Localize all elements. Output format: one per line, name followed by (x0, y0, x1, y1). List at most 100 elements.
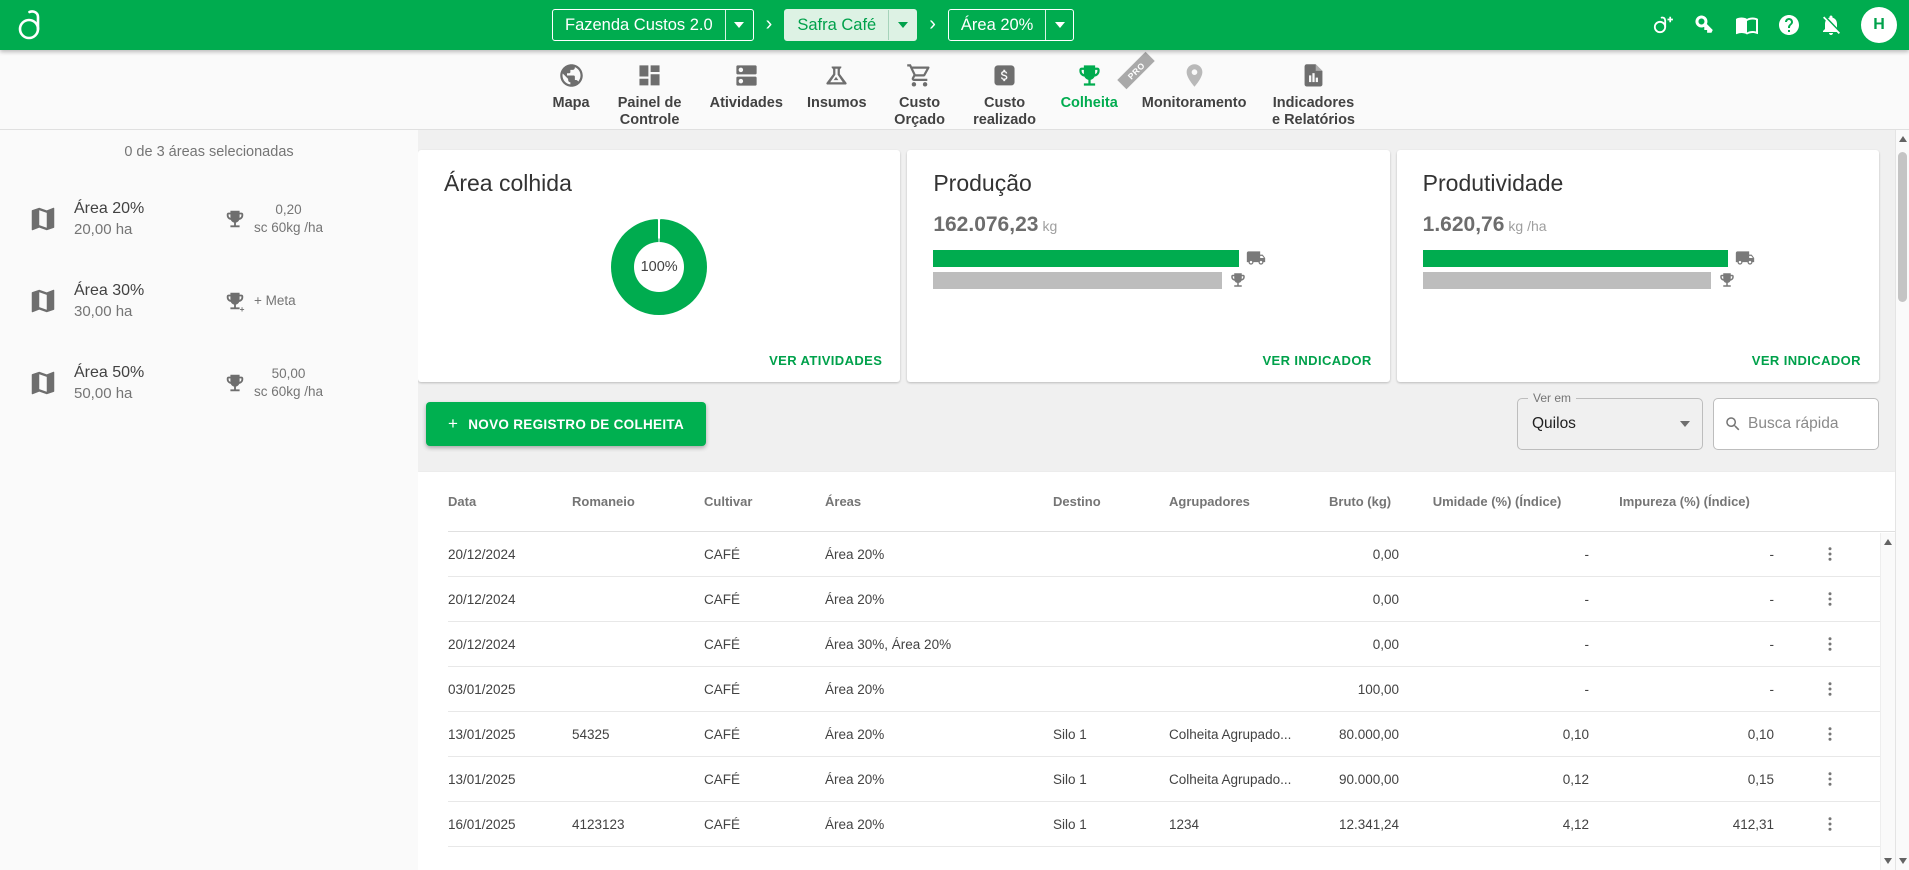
row-menu-icon[interactable] (1821, 725, 1839, 743)
appbar: Fazenda Custos 2.0 › Safra Café › Área 2… (0, 0, 1909, 50)
cell-bruto: 90.000,00 (1329, 772, 1405, 787)
avatar[interactable]: H (1861, 7, 1897, 43)
scroll-down-icon[interactable] (1884, 858, 1892, 864)
scroll-down-icon[interactable] (1899, 858, 1907, 864)
area-goal[interactable]: 50,00 sc 60kg /ha (224, 365, 323, 400)
harvest-table: Data Romaneio Cultivar Áreas Destino Agr… (418, 472, 1895, 870)
col-header-cultivar[interactable]: Cultivar (704, 494, 825, 509)
area-item[interactable]: Área 30% 30,00 ha + + Meta (0, 260, 418, 342)
nav-item-monitoramento[interactable]: PRO Monitoramento (1142, 62, 1247, 129)
scroll-up-icon[interactable] (1899, 136, 1907, 142)
nav-item-colheita[interactable]: Colheita (1061, 62, 1118, 129)
area-item[interactable]: Área 20% 20,00 ha 0,20 sc 60kg /ha (0, 178, 418, 260)
ver-atividades-link[interactable]: VER ATIVIDADES (769, 353, 882, 368)
ver-indicador-link[interactable]: VER INDICADOR (1752, 353, 1861, 368)
farm-selector[interactable]: Fazenda Custos 2.0 (552, 9, 754, 41)
farm-selector-caret[interactable] (725, 10, 753, 40)
cell-agrupadores: 1234 (1169, 817, 1329, 832)
cell-bruto: 0,00 (1329, 637, 1405, 652)
area-name: Área 30% (74, 282, 224, 300)
main-content: Área colhida 100% VER ATIVIDADES Produçã… (418, 130, 1909, 870)
cell-cultivar: CAFÉ (704, 547, 825, 562)
nav-item-custo-orcado[interactable]: Custo Orçado (891, 62, 949, 129)
season-selector-label: Safra Café (785, 16, 888, 35)
nav-item-painel-de-controle[interactable]: Painel de Controle (614, 62, 686, 129)
col-header-agrupadores[interactable]: Agrupadores (1169, 494, 1329, 509)
season-selector[interactable]: Safra Café (784, 9, 917, 41)
table-row[interactable]: 16/01/2025 4123123 CAFÉ Área 20% Silo 1 … (448, 802, 1895, 847)
producao-goal-bar (933, 272, 1221, 289)
notifications-off-icon[interactable] (1819, 13, 1843, 37)
nav-item-insumos[interactable]: Insumos (807, 62, 867, 129)
ver-indicador-link[interactable]: VER INDICADOR (1262, 353, 1371, 368)
card-title: Produtividade (1423, 170, 1853, 197)
cell-umidade: 4,12 (1405, 817, 1595, 832)
producao-unit: kg (1042, 218, 1057, 234)
table-row[interactable]: 13/01/2025 CAFÉ Área 20% Silo 1 Colheita… (448, 757, 1895, 802)
view-in-select[interactable]: Ver em Quilos (1517, 398, 1703, 450)
card-area-colhida: Área colhida 100% VER ATIVIDADES (418, 150, 900, 382)
table-row[interactable]: 03/01/2025 CAFÉ Área 20% 100,00 - - (448, 667, 1895, 712)
monitoring-pin-icon (1181, 62, 1208, 89)
goal-unit: sc 60kg /ha (254, 383, 323, 401)
producao-actual-bar (933, 250, 1239, 267)
field-selector-caret[interactable] (1045, 10, 1073, 40)
key-icon[interactable] (1693, 13, 1717, 37)
new-harvest-record-button[interactable]: + NOVO REGISTRO DE COLHEITA (426, 402, 706, 446)
col-header-impureza[interactable]: Impureza (%) (Índice) (1595, 494, 1780, 509)
cell-umidade: - (1405, 547, 1595, 562)
nav-item-atividades[interactable]: Atividades (710, 62, 783, 129)
nav-item-mapa[interactable]: Mapa (553, 62, 590, 129)
col-header-areas[interactable]: Áreas (825, 494, 1053, 509)
table-row[interactable]: 20/12/2024 CAFÉ Área 20% 0,00 - - (448, 532, 1895, 577)
page-scrollbar[interactable] (1895, 130, 1909, 870)
help-icon[interactable] (1777, 13, 1801, 37)
nav-label: Painel de Controle (614, 95, 686, 129)
table-scrollbar-thumb[interactable] (1881, 545, 1895, 685)
cell-impureza: 0,15 (1595, 772, 1780, 787)
area-item[interactable]: Área 50% 50,00 ha 50,00 sc 60kg /ha (0, 342, 418, 424)
col-header-romaneio[interactable]: Romaneio (572, 494, 704, 509)
search-input[interactable] (1748, 415, 1858, 433)
area-goal[interactable]: + + Meta (224, 290, 296, 312)
table-row[interactable]: 20/12/2024 CAFÉ Área 30%, Área 20% 0,00 … (448, 622, 1895, 667)
card-produtividade: Produtividade 1.620,76kg /ha VER INDICAD… (1397, 150, 1879, 382)
cell-cultivar: CAFÉ (704, 772, 825, 787)
col-header-destino[interactable]: Destino (1053, 494, 1169, 509)
view-in-label: Ver em (1528, 391, 1576, 405)
row-menu-icon[interactable] (1821, 680, 1839, 698)
col-header-bruto[interactable]: Bruto (kg) (1329, 494, 1405, 509)
field-selector[interactable]: Área 20% (948, 9, 1074, 41)
area-name: Área 50% (74, 364, 224, 382)
nav-item-custo-realizado[interactable]: Custo realizado (973, 62, 1037, 129)
nav-item-indicadores[interactable]: Indicadores e Relatórios (1270, 62, 1356, 129)
table-scrollbar[interactable] (1880, 533, 1895, 870)
book-icon[interactable] (1735, 13, 1759, 37)
cell-areas: Área 20% (825, 772, 1053, 787)
row-menu-icon[interactable] (1821, 770, 1839, 788)
breadcrumb-separator: › (929, 14, 936, 37)
cell-romaneio: 54325 (572, 727, 704, 742)
goal-trophy-icon (224, 208, 246, 230)
page-scrollbar-thumb[interactable] (1898, 152, 1907, 302)
row-menu-icon[interactable] (1821, 545, 1839, 563)
table-row[interactable]: 13/01/2025 54325 CAFÉ Área 20% Silo 1 Co… (448, 712, 1895, 757)
season-selector-caret[interactable] (888, 10, 916, 40)
area-goal[interactable]: 0,20 sc 60kg /ha (224, 201, 323, 236)
trophy-icon (1076, 62, 1103, 89)
map-icon (28, 286, 58, 316)
col-header-data[interactable]: Data (448, 494, 572, 509)
truck-icon (1246, 248, 1266, 268)
invite-user-icon[interactable] (1651, 13, 1675, 37)
flask-icon (823, 62, 850, 89)
row-menu-icon[interactable] (1821, 590, 1839, 608)
col-header-umidade[interactable]: Umidade (%) (Índice) (1405, 494, 1595, 509)
cell-bruto: 80.000,00 (1329, 727, 1405, 742)
producao-value: 162.076,23 (933, 213, 1038, 236)
row-menu-icon[interactable] (1821, 815, 1839, 833)
quick-search[interactable] (1713, 398, 1879, 450)
cell-umidade: - (1405, 682, 1595, 697)
table-row[interactable]: 20/12/2024 CAFÉ Área 20% 0,00 - - (448, 577, 1895, 622)
table-header-row: Data Romaneio Cultivar Áreas Destino Agr… (448, 472, 1895, 532)
row-menu-icon[interactable] (1821, 635, 1839, 653)
